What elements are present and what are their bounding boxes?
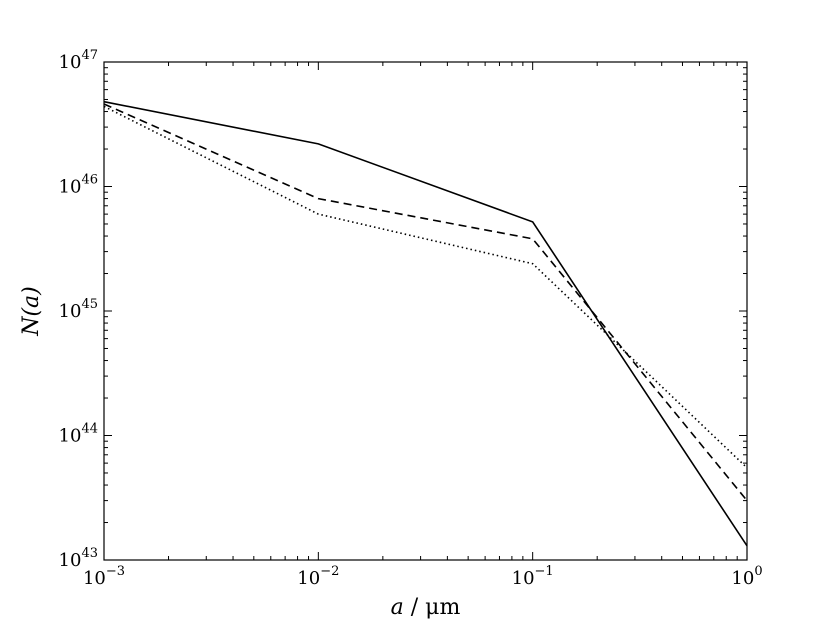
series-line-dotted	[103, 105, 748, 469]
series-line-solid	[103, 100, 748, 547]
y-tick-exponent: 47	[81, 48, 98, 63]
x-axis-label-text: a / μm	[391, 595, 461, 620]
plot-frame	[103, 61, 748, 561]
x-axis-unit: / μm	[404, 595, 461, 620]
y-tick-exponent: 46	[81, 173, 98, 188]
x-tick-base: 10	[83, 568, 106, 589]
x-axis-variable: a	[391, 595, 404, 620]
y-axis-label-text: N(a)	[19, 286, 44, 337]
series-layer	[103, 100, 748, 547]
x-tick-exponent: 0	[754, 564, 762, 579]
y-tick-base: 10	[59, 177, 82, 198]
x-tick-base: 10	[731, 568, 754, 589]
y-tick-label: 1043	[59, 546, 98, 571]
x-axis-label: a / μm	[391, 595, 461, 620]
x-tick-base: 10	[297, 568, 320, 589]
y-tick-base: 10	[59, 550, 82, 571]
x-tick-base: 10	[512, 568, 535, 589]
y-tick-label: 1047	[59, 48, 98, 73]
y-axis-label: N(a)	[19, 286, 44, 337]
y-tick-exponent: 45	[81, 297, 98, 312]
y-tick-base: 10	[59, 301, 82, 322]
y-tick-exponent: 43	[81, 546, 98, 561]
x-tick-label: 10−1	[512, 564, 554, 589]
x-tick-exponent: −2	[320, 564, 339, 579]
y-tick-label: 1046	[59, 173, 98, 198]
x-tick-label: 10−3	[83, 564, 125, 589]
y-tick-label: 1045	[59, 297, 98, 322]
x-tick-exponent: −1	[535, 564, 554, 579]
y-tick-base: 10	[59, 52, 82, 73]
x-tick-label: 100	[731, 564, 762, 589]
y-tick-base: 10	[59, 426, 82, 447]
series-line-dashed	[103, 103, 748, 502]
y-tick-label: 1044	[59, 422, 98, 447]
x-tick-exponent: −3	[106, 564, 125, 579]
x-tick-label: 10−2	[297, 564, 339, 589]
y-tick-exponent: 44	[81, 422, 98, 437]
